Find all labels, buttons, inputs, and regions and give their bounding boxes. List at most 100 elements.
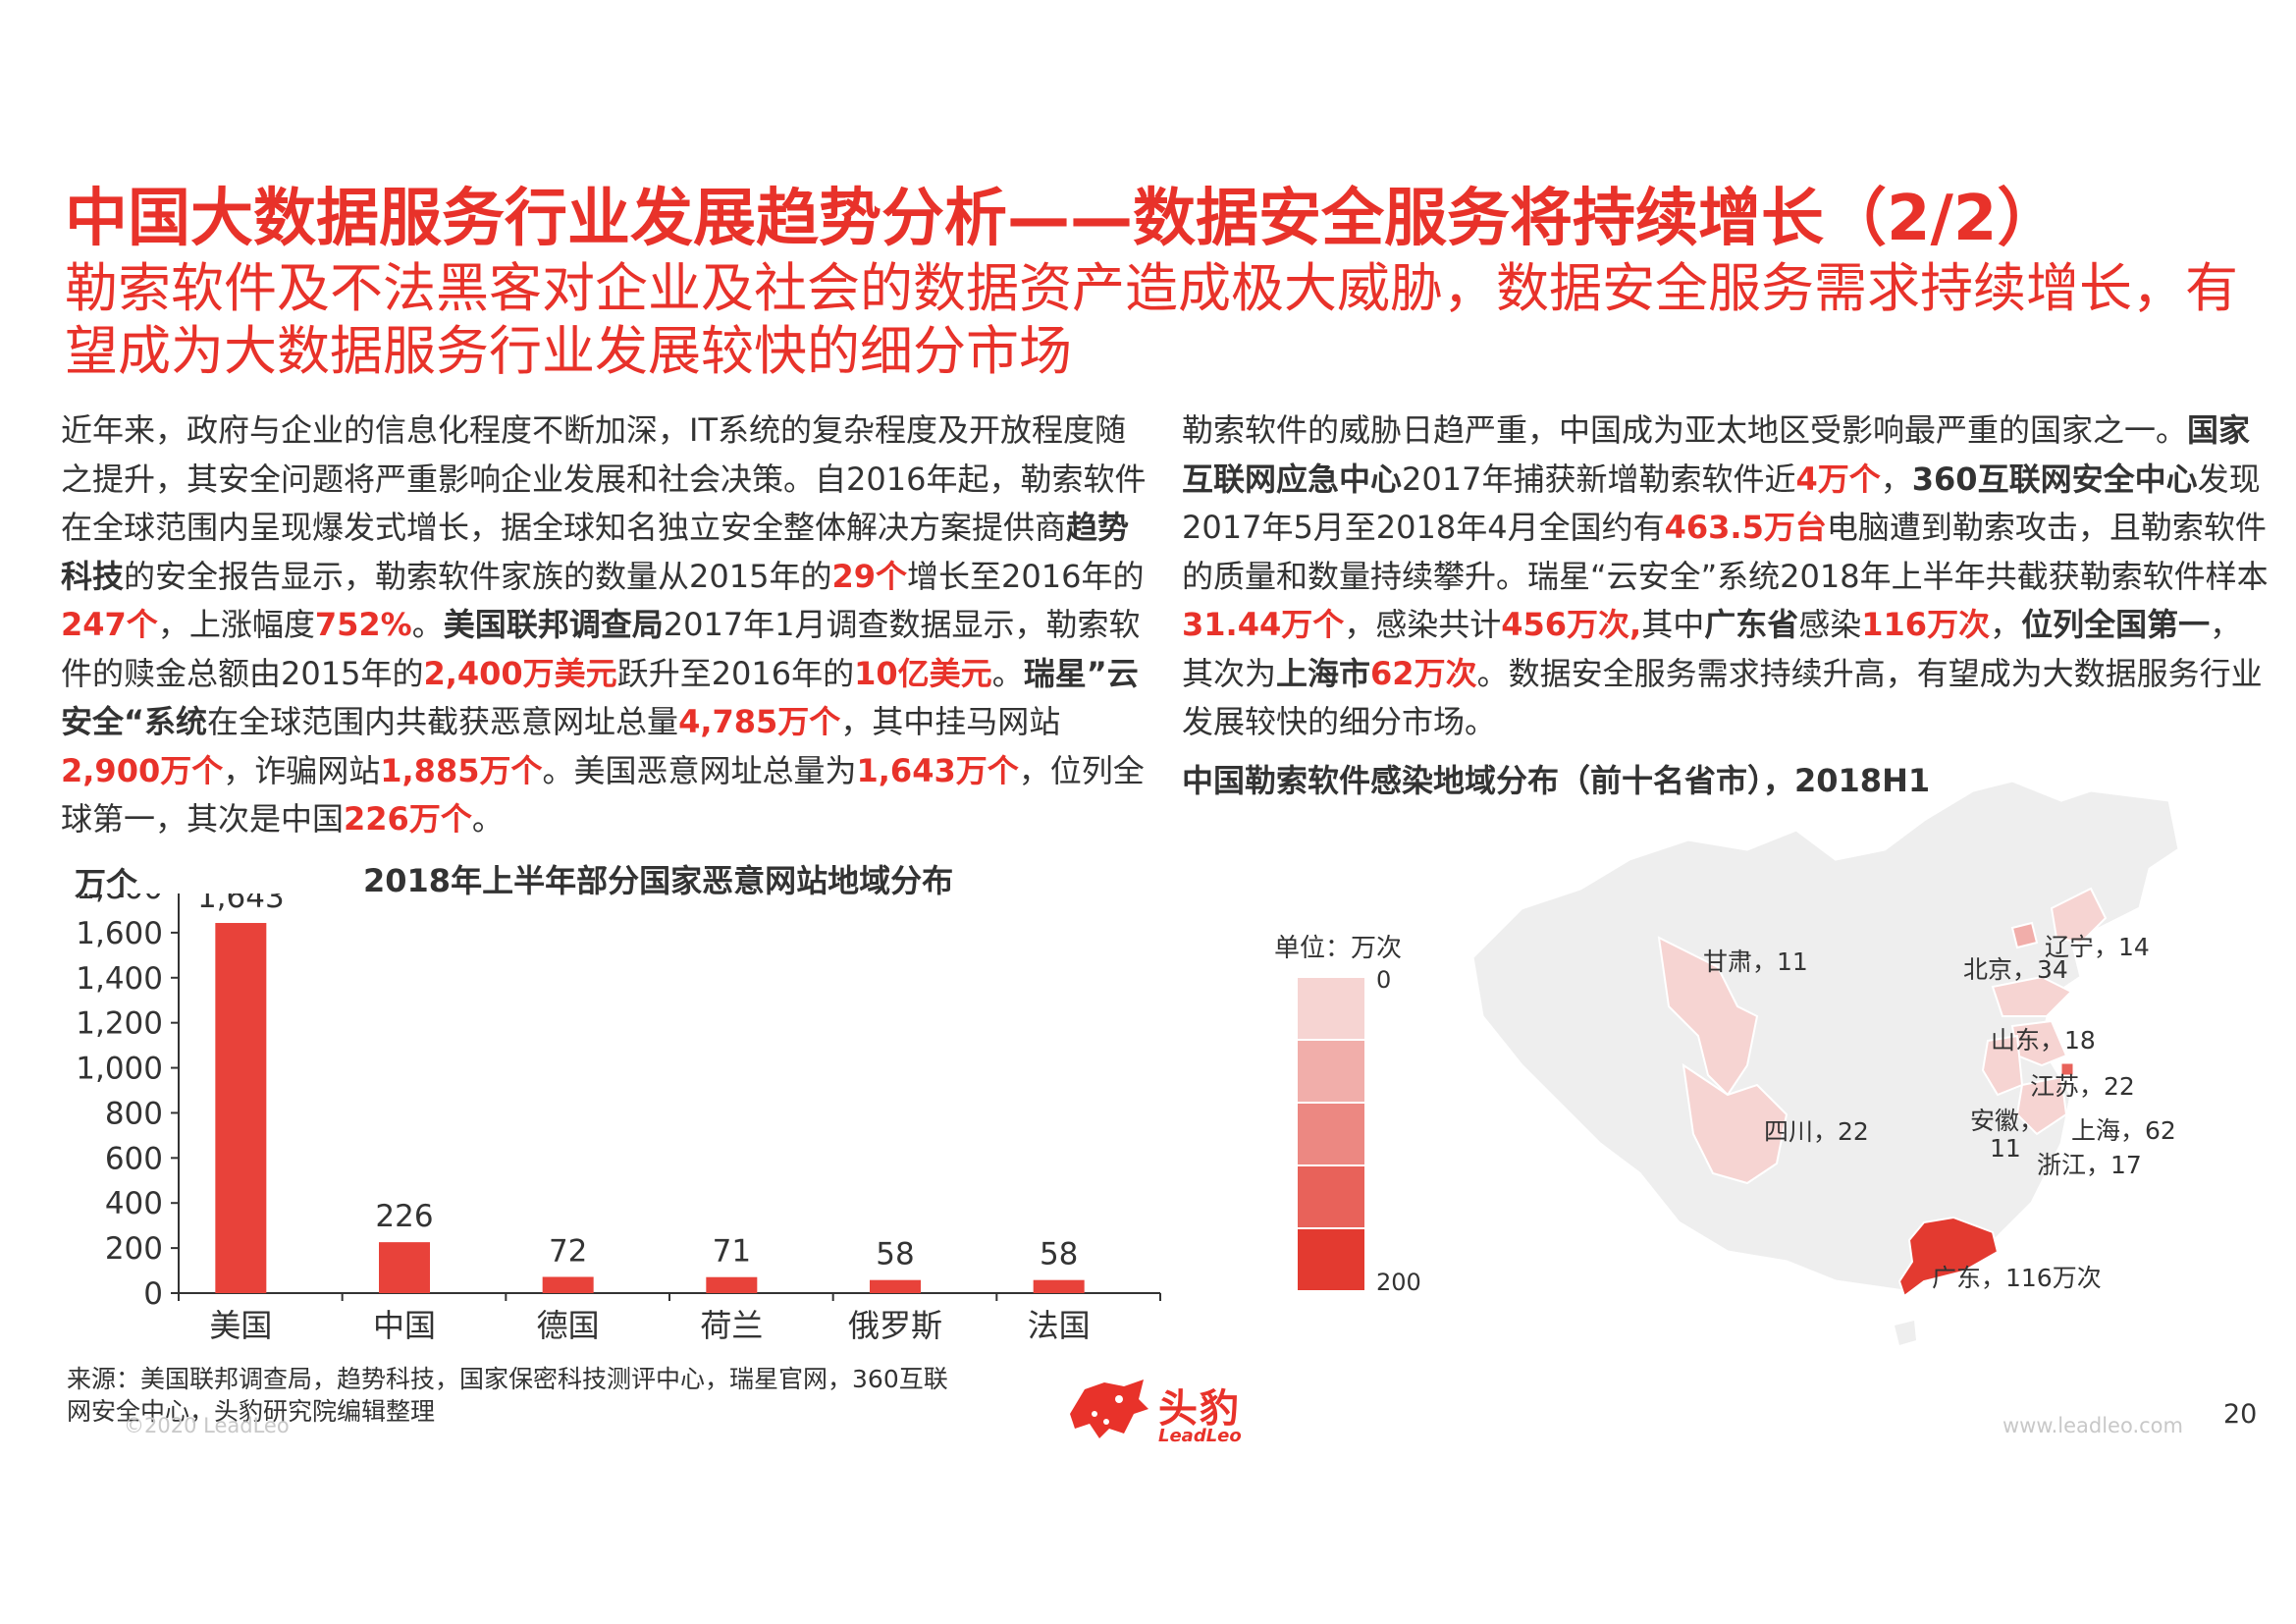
left-para-segment: 10亿美元 [854, 654, 992, 692]
region-shandong [1991, 975, 2073, 1017]
region-zhejiang [2015, 1075, 2068, 1136]
chart-title: 2018年上半年部分国家恶意网站地域分布 [363, 862, 954, 899]
left-para-segment: 1,885万个 [380, 751, 543, 789]
right-para-segment: 2017年捕获新增勒索软件近 [1402, 460, 1796, 498]
left-para-segment: 4,785万个 [678, 703, 841, 740]
left-para-segment: 1,643万个 [856, 751, 1019, 789]
china-outline [1470, 779, 2181, 1293]
bar [542, 1276, 594, 1293]
copyright: ©2020 LeadLeo [124, 1414, 290, 1437]
y-tick-label: 1,000 [76, 1052, 163, 1087]
legend-swatch [1298, 1166, 1364, 1227]
legend-unit-label: 单位：万次 [1274, 934, 1403, 963]
right-para-segment: 4万个 [1795, 460, 1881, 498]
label-guangdong: 广东，116万次 [1932, 1264, 2102, 1292]
left-para-segment: 趋势科技 [61, 509, 1130, 595]
bar-value-label: 1,643 [197, 893, 285, 915]
right-para-segment: 463.5万台 [1664, 509, 1827, 546]
x-category-label: 德国 [537, 1307, 600, 1344]
label-anhui-value: 11 [1990, 1134, 2021, 1163]
left-para-segment: ，诈骗网站 [223, 751, 381, 789]
bar-value-label: 72 [549, 1233, 587, 1269]
right-para-segment: ，其次为 [1182, 606, 2242, 692]
right-para-segment: 广东省 [1704, 606, 1799, 643]
x-category-label: 法国 [1028, 1307, 1091, 1344]
y-tick-label: 0 [143, 1276, 163, 1312]
bar-value-label: 71 [713, 1234, 751, 1270]
website-link: www.leadleo.com [2002, 1414, 2183, 1437]
right-para-segment: 360互联网安全中心 [1911, 460, 2198, 498]
logo-text-cn: 头豹 [1158, 1386, 1241, 1432]
left-para-segment: 2017年1月调查数据显示，勒索软件的赎金总额由2015年的 [61, 606, 1141, 692]
legend-swatch [1298, 1104, 1364, 1164]
left-para-segment: 。 [991, 654, 1024, 692]
label-shandong: 山东，18 [1991, 1026, 2096, 1055]
label-beijing: 北京，34 [1963, 955, 2068, 984]
legend-min: 0 [1376, 966, 1392, 994]
page-subtitle: 勒索软件及不法黑客对企业及社会的数据资产造成极大威胁，数据安全服务需求持续增长，… [65, 257, 2238, 382]
y-tick-label: 1,400 [76, 961, 163, 997]
right-para-segment: 勒索软件的威胁日趋严重，中国成为亚太地区受影响最严重的国家之一。 [1182, 411, 2188, 449]
right-para-segment: 。数据安全服务需求持续升高，有望成为大数据服务行业发展较快的细分市场。 [1182, 654, 2263, 741]
legend-swatch [1298, 1229, 1364, 1290]
left-para-segment: 跃升至2016年的 [616, 654, 855, 692]
y-tick-label: 800 [105, 1096, 163, 1131]
x-category-label: 中国 [373, 1307, 436, 1344]
left-para-segment: 近年来，政府与企业的信息化程度不断加深，IT系统的复杂程度及开放程度随之提升，其… [61, 411, 1147, 546]
label-shanghai: 上海，62 [2071, 1116, 2176, 1145]
right-para-segment: 发现2017年5月至2018年4月全国约有 [1182, 460, 2261, 547]
region-guangdong [1897, 1216, 2000, 1298]
legend-max: 200 [1376, 1269, 1421, 1296]
left-para-segment: 226万个 [344, 800, 472, 838]
bar [870, 1279, 921, 1293]
left-para-segment: 瑞星”云安全“系统 [61, 654, 1139, 741]
china-map [1470, 779, 2181, 1345]
left-para-segment: 美国联邦调查局 [443, 606, 664, 643]
right-para-segment: 位列全国第一 [2021, 606, 2211, 643]
left-para-segment: 。 [411, 606, 444, 643]
bar-chart: 0 200 400 600 800 1,000 1,200 1,400 1,600 1,800 1,… [76, 893, 1161, 1344]
left-paragraph: 近年来，政府与企业的信息化程度不断加深，IT系统的复杂程度及开放程度随之提升，其… [61, 406, 1155, 844]
label-jiangsu: 江苏，22 [2030, 1072, 2135, 1101]
left-para-segment: ，上涨幅度 [157, 606, 315, 643]
label-liaoning: 辽宁，14 [2045, 933, 2150, 961]
right-para-segment: 国家互联网应急中心 [1182, 411, 2251, 498]
right-para-segment: 电脑遭到勒索攻击，且勒索软件的质量和数量持续攀升。瑞星“云安全”系统2018年上… [1182, 509, 2269, 595]
right-para-segment: 62万次 [1370, 654, 1477, 692]
legend-swatch [1298, 1041, 1364, 1102]
map-title: 中国勒索软件感染地域分布（前十名省市），2018H1 [1182, 762, 1931, 799]
left-para-segment: 增长至2016年的 [907, 557, 1145, 595]
label-zhejiang: 浙江，17 [2037, 1151, 2142, 1179]
region-liaoning [2050, 887, 2108, 945]
leopard-logo-icon [1070, 1380, 1148, 1438]
x-category-label: 俄罗斯 [848, 1307, 942, 1344]
bar-value-label: 58 [1040, 1237, 1078, 1272]
x-category-label: 美国 [209, 1307, 272, 1344]
right-para-segment: ， [1990, 606, 2022, 643]
y-tick-label: 1,600 [76, 916, 163, 951]
region-shanghai [2060, 1062, 2074, 1076]
left-para-segment: 。 [471, 800, 504, 838]
left-para-segment: 29个 [831, 557, 908, 595]
left-para-segment: 2,400万美元 [423, 654, 617, 692]
right-para-segment: 456万次, [1501, 606, 1642, 643]
right-para-segment: ，感染共计 [1344, 606, 1502, 643]
y-tick-label: 400 [105, 1186, 163, 1221]
right-para-segment: 其中 [1641, 606, 1705, 643]
bar [1033, 1279, 1085, 1293]
label-gansu: 甘肃，11 [1703, 947, 1808, 976]
y-tick-label: 1,800 [76, 893, 163, 906]
x-category-label: 荷兰 [700, 1307, 763, 1344]
bar-value-label: 226 [375, 1199, 433, 1234]
right-paragraph: 勒索软件的威胁日趋严重，中国成为亚太地区受影响最严重的国家之一。国家互联网应急中… [1182, 406, 2271, 747]
source-note: 来源：美国联邦调查局，趋势科技，国家保密科技测评中心，瑞星官网，360互联网安全… [67, 1365, 948, 1426]
left-para-segment: 在全球范围内共截获恶意网址总量 [207, 703, 679, 740]
label-anhui: 安徽， [1970, 1107, 2045, 1135]
logo-text-en: LeadLeo [1158, 1426, 1242, 1446]
page-title: 中国大数据服务行业发展趋势分析——数据安全服务将持续增长（2/2） [65, 183, 2060, 255]
left-para-segment: ，位列全球第一，其次是中国 [61, 751, 1145, 839]
right-para-segment: 上海市 [1276, 654, 1371, 692]
left-para-segment: 752% [314, 606, 412, 643]
chart-y-unit: 万个 [75, 865, 138, 902]
region-anhui [1981, 1034, 2024, 1097]
